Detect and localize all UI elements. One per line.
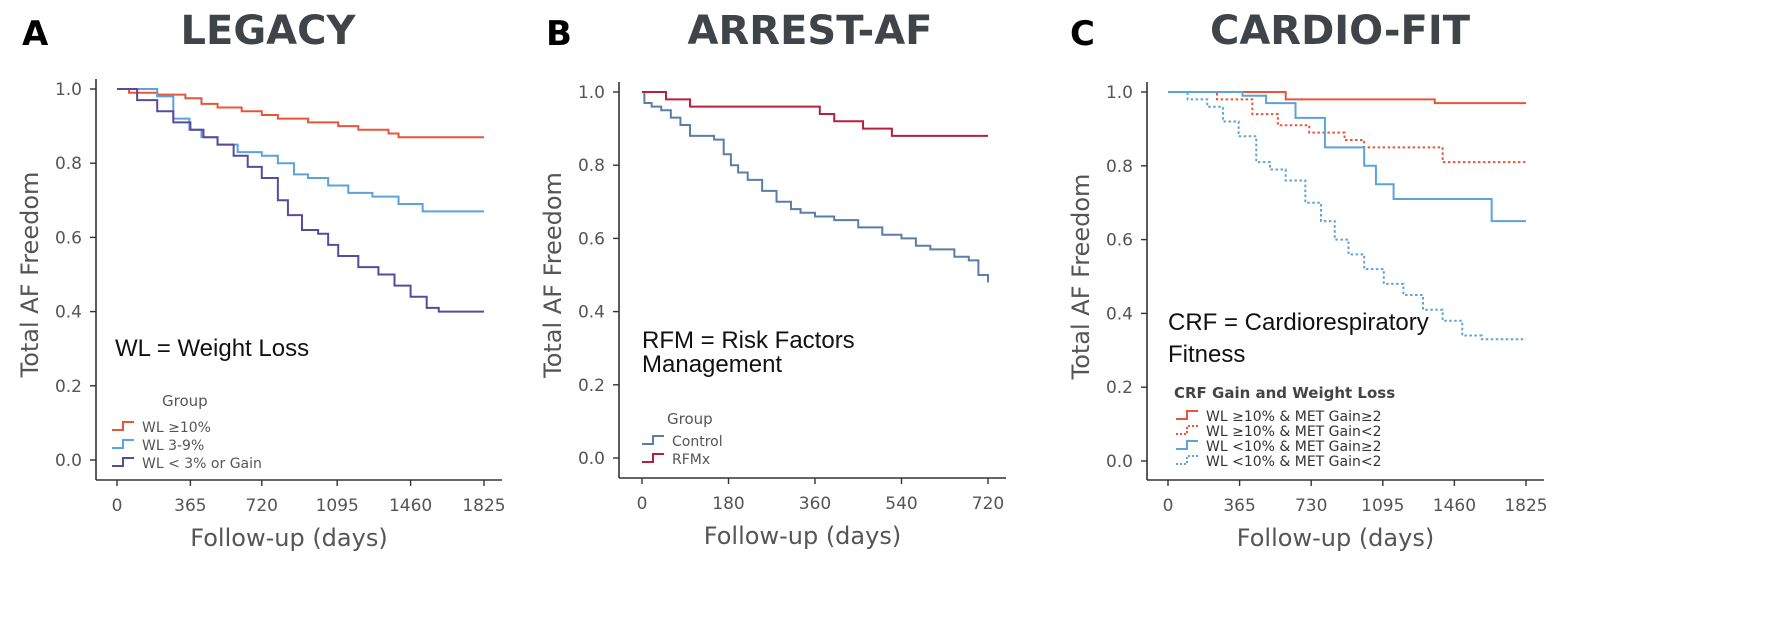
panel-title: ARREST-AF: [687, 8, 933, 54]
legend-title: Group: [667, 410, 713, 428]
x-tick-label: 1825: [462, 496, 505, 516]
legend-label: Control: [672, 434, 723, 450]
y-tick-label: 0.0: [1106, 452, 1133, 472]
x-tick-label: 1825: [1504, 496, 1547, 516]
x-tick-label: 720: [246, 496, 278, 516]
y-tick-label: 0.8: [1106, 157, 1133, 177]
y-axis-label: Total AF Freedom: [1067, 174, 1095, 381]
series-line: [117, 88, 484, 313]
legend-swatch: [112, 457, 134, 467]
legend-label: WL 3-9%: [142, 438, 204, 454]
y-tick-label: 0.8: [55, 154, 82, 174]
chart-cardio-fit: 0.0 0.2 0.4 0.6 0.8 1.0 0 365 730 1095 1460 1825 Fol…: [1067, 82, 1548, 552]
y-tick-label: 0.0: [55, 451, 82, 471]
series-line: [1168, 91, 1526, 164]
y-tick-label: 0.2: [1106, 378, 1133, 398]
legend-swatch: [1176, 440, 1198, 450]
x-tick-label: 1095: [316, 496, 359, 516]
y-tick-label: 0.4: [578, 303, 605, 323]
x-tick-label: 180: [712, 494, 744, 514]
legend-label: WL <10% & MET Gain<2: [1206, 454, 1382, 470]
y-tick-label: 0.4: [1106, 304, 1133, 324]
chart-legacy: 0.0 0.2 0.4 0.6 0.8 1.0 0 365 720 1095 1460 1825 Fol…: [16, 79, 506, 552]
x-tick-label: 730: [1295, 496, 1327, 516]
x-tick-label: 1460: [1433, 496, 1476, 516]
y-tick-label: 0.0: [578, 449, 605, 469]
x-tick-label: 1095: [1361, 496, 1404, 516]
y-tick-label: 0.8: [578, 156, 605, 176]
legend-label: WL ≥10%: [142, 420, 211, 436]
legend-title: Group: [162, 392, 208, 410]
panel-legacy: A LEGACY 0.0 0.2 0.4 0.6 0.8 1.0 0 365 720 1095 14…: [0, 0, 560, 637]
x-axis-label: Follow-up (days): [190, 524, 387, 552]
y-tick-label: 0.4: [55, 303, 82, 323]
legend-label: RFMx: [672, 452, 710, 468]
y-tick-label: 0.6: [55, 228, 82, 248]
chart-arrest-af: 0.0 0.2 0.4 0.6 0.8 1.0 0 180 360 540 720 Follow-up…: [539, 82, 1006, 550]
legend-swatch: [642, 435, 664, 445]
panel-title: LEGACY: [180, 8, 356, 54]
legend-swatch: [642, 453, 664, 463]
legend-title: CRF Gain and Weight Loss: [1174, 384, 1395, 402]
note-text: WL = Weight Loss: [115, 335, 309, 362]
x-tick-label: 720: [972, 494, 1004, 514]
y-tick-label: 0.2: [578, 376, 605, 396]
y-tick-label: 1.0: [1106, 83, 1133, 103]
y-tick-label: 0.6: [578, 229, 605, 249]
note-text: CRF = Cardiorespiratory: [1168, 309, 1429, 336]
panel-letter: C: [1070, 14, 1095, 54]
legend-label: WL <10% & MET Gain≥2: [1206, 439, 1382, 455]
x-tick-label: 0: [637, 494, 648, 514]
legend-swatch: [1176, 410, 1198, 420]
series-line: [117, 88, 484, 213]
legend-swatch: [1176, 425, 1198, 435]
series-line: [642, 91, 988, 137]
y-tick-label: 0.2: [55, 377, 82, 397]
x-tick-label: 360: [799, 494, 831, 514]
series-line: [642, 91, 989, 283]
legend-swatch: [1176, 455, 1198, 465]
series-line: [117, 88, 484, 139]
legend-label: WL ≥10% & MET Gain<2: [1206, 424, 1382, 440]
x-tick-label: 540: [885, 494, 917, 514]
x-axis-label: Follow-up (days): [704, 522, 901, 550]
legend-swatch: [112, 421, 134, 431]
x-tick-label: 1460: [389, 496, 432, 516]
panel-cardio-fit: C CARDIO-FIT 0.0 0.2 0.4 0.6 0.8 1.0 0 365 730 10…: [1058, 0, 1768, 637]
y-axis-label: Total AF Freedom: [539, 172, 567, 379]
y-tick-label: 1.0: [55, 80, 82, 100]
x-tick-label: 365: [174, 496, 206, 516]
series-line: [1168, 91, 1526, 341]
panel-arrest-af: B ARREST-AF 0.0 0.2 0.4 0.6 0.8 1.0 0 180 360 540…: [530, 0, 1050, 637]
y-axis-label: Total AF Freedom: [16, 172, 44, 379]
note-text: Management: [642, 351, 782, 378]
x-axis-label: Follow-up (days): [1237, 524, 1434, 552]
panel-letter: B: [546, 14, 572, 54]
note-text: Fitness: [1168, 341, 1245, 368]
x-tick-label: 0: [1163, 496, 1174, 516]
series-line: [1168, 91, 1526, 105]
x-tick-label: 365: [1223, 496, 1255, 516]
x-tick-label: 0: [112, 496, 123, 516]
legend-label: WL < 3% or Gain: [142, 456, 262, 472]
panel-title: CARDIO-FIT: [1209, 8, 1471, 54]
panel-letter: A: [22, 14, 49, 54]
series-line: [1168, 91, 1526, 223]
legend-label: WL ≥10% & MET Gain≥2: [1206, 409, 1382, 425]
note-text: RFM = Risk Factors: [642, 327, 855, 354]
legend-swatch: [112, 439, 134, 449]
y-tick-label: 1.0: [578, 83, 605, 103]
y-tick-label: 0.6: [1106, 231, 1133, 251]
